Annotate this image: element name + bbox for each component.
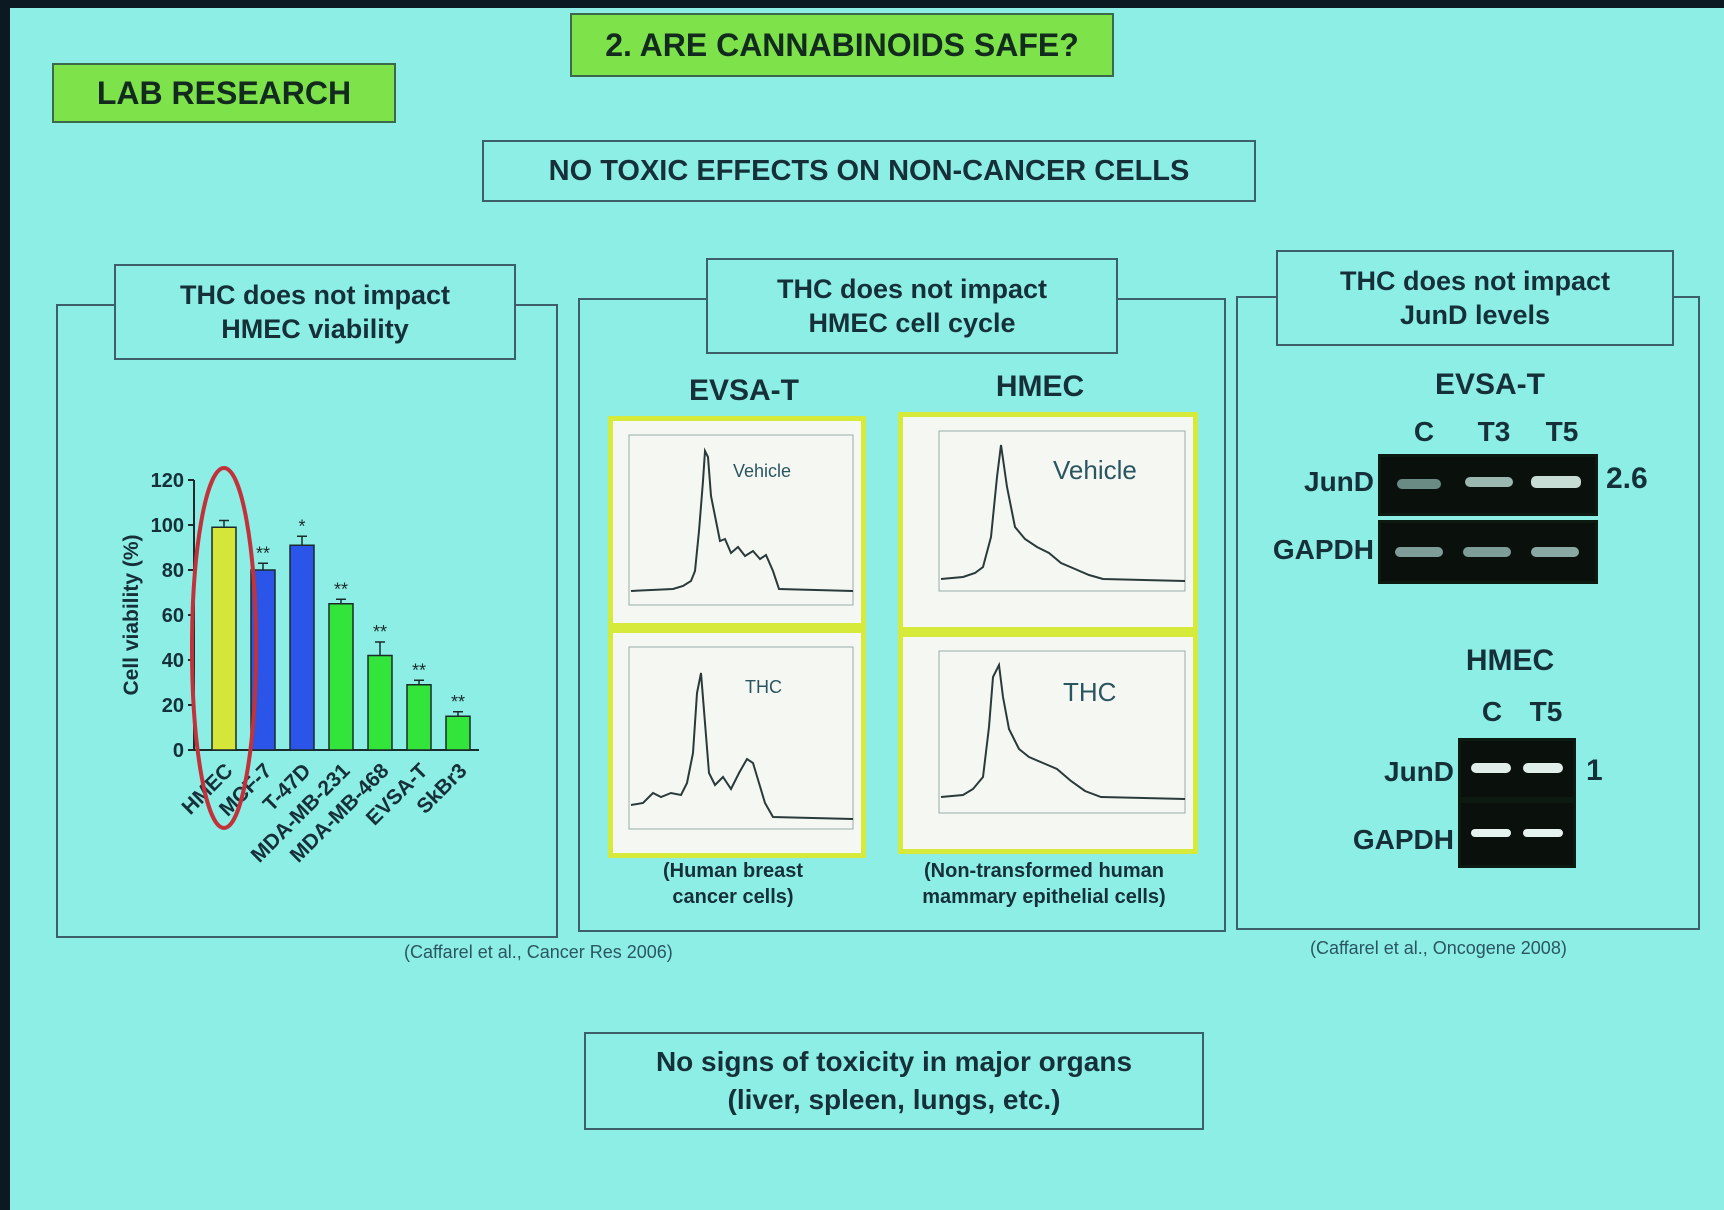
citation-right: (Caffarel et al., Oncogene 2008) bbox=[1310, 938, 1567, 958]
y-tick-label: 20 bbox=[162, 695, 184, 717]
bottom-note-line2: (liver, spleen, lungs, etc.) bbox=[727, 1084, 1061, 1115]
hmec-description-line1: (Non-transformed human bbox=[924, 860, 1164, 882]
jund-evsa-row-jund: JunD bbox=[1304, 466, 1374, 497]
jund-hmec-row-jund: JunD bbox=[1384, 756, 1454, 787]
y-tick-label: 0 bbox=[173, 740, 184, 762]
band bbox=[1471, 829, 1511, 837]
significance-marker: ** bbox=[451, 692, 465, 712]
band bbox=[1397, 479, 1441, 489]
lab-research-label: LAB RESEARCH bbox=[52, 63, 396, 123]
hmec-hist-title: HMEC bbox=[995, 370, 1085, 403]
cell-cycle-caption-line2: HMEC cell cycle bbox=[808, 308, 1016, 338]
hmec-thc-label: THC bbox=[1063, 677, 1117, 707]
jund-evsa-jund-blot bbox=[1378, 454, 1598, 516]
significance-marker: * bbox=[298, 516, 305, 536]
jund-evsa-lane-c: C bbox=[1413, 416, 1435, 447]
jund-hmec-lane-c: C bbox=[1481, 696, 1503, 727]
band bbox=[1463, 547, 1511, 557]
hmec-description: (Non-transformed human mammary epithelia… bbox=[886, 858, 1202, 910]
significance-marker: ** bbox=[256, 543, 270, 563]
slide-title: 2. ARE CANNABINOIDS SAFE? bbox=[570, 13, 1114, 77]
viability-caption-line2: HMEC viability bbox=[221, 314, 409, 344]
highlight-ellipse bbox=[190, 466, 258, 830]
y-axis-title: Cell viability (%) bbox=[120, 534, 143, 695]
band bbox=[1465, 477, 1513, 487]
band bbox=[1523, 763, 1563, 773]
band bbox=[1531, 476, 1581, 488]
bottom-note-line1: No signs of toxicity in major organs bbox=[655, 1046, 1133, 1077]
evsa-description-line1: (Human breast bbox=[662, 860, 804, 882]
bar-evsa-t bbox=[406, 684, 432, 751]
jund-hmec-jund-blot bbox=[1458, 738, 1576, 800]
significance-marker: ** bbox=[373, 622, 387, 642]
band bbox=[1531, 547, 1579, 557]
jund-hmec-title: HMEC bbox=[1465, 644, 1555, 677]
histogram-hmec-thc: THC bbox=[898, 632, 1198, 854]
slide: 2. ARE CANNABINOIDS SAFE? LAB RESEARCH N… bbox=[10, 8, 1724, 1210]
jund-hmec-lane-t5: T5 bbox=[1529, 696, 1563, 727]
evsa-description: (Human breast cancer cells) bbox=[610, 858, 856, 910]
jund-hmec-gapdh-blot bbox=[1458, 800, 1576, 868]
y-tick-label: 40 bbox=[162, 650, 184, 672]
jund-hmec-row-gapdh: GAPDH bbox=[1352, 824, 1454, 855]
bar-t-47d bbox=[289, 544, 315, 751]
jund-evsa-lane-t3: T3 bbox=[1477, 416, 1511, 447]
evsa-description-line2: cancer cells) bbox=[672, 886, 794, 908]
jund-evsa-row-gapdh: GAPDH bbox=[1272, 534, 1374, 565]
significance-marker: ** bbox=[334, 579, 348, 599]
y-tick-label: 80 bbox=[162, 560, 184, 582]
histogram-evsa-vehicle: Vehicle bbox=[608, 416, 866, 628]
evsa-thc-label: THC bbox=[745, 677, 782, 697]
jund-evsa-lane-t5: T5 bbox=[1545, 416, 1579, 447]
evsa-vehicle-label: Vehicle bbox=[733, 461, 792, 481]
y-tick-label: 60 bbox=[162, 605, 184, 627]
jund-caption: THC does not impact JunD levels bbox=[1276, 250, 1674, 346]
bottom-note: No signs of toxicity in major organs (li… bbox=[584, 1032, 1204, 1130]
bar-hmec bbox=[211, 526, 237, 751]
viability-caption: THC does not impact HMEC viability bbox=[114, 264, 516, 360]
subtitle-box: NO TOXIC EFFECTS ON NON-CANCER CELLS bbox=[482, 140, 1256, 202]
cell-cycle-caption-line1: THC does not impact bbox=[776, 274, 1047, 304]
band bbox=[1471, 763, 1511, 773]
evsa-hist-title: EVSA-T bbox=[688, 374, 799, 407]
cell-cycle-caption: THC does not impact HMEC cell cycle bbox=[706, 258, 1118, 354]
hmec-vehicle-label: Vehicle bbox=[1053, 455, 1137, 485]
bar-skbr3 bbox=[445, 715, 471, 751]
jund-evsa-title: EVSA-T bbox=[1434, 368, 1545, 401]
bar-mda-mb-468 bbox=[367, 654, 393, 751]
band bbox=[1523, 829, 1563, 837]
histogram-evsa-thc: THC bbox=[608, 628, 866, 858]
jund-evsa-fold-change: 2.6 bbox=[1606, 462, 1648, 495]
citation-left: (Caffarel et al., Cancer Res 2006) bbox=[404, 942, 673, 962]
jund-caption-line1: THC does not impact bbox=[1339, 266, 1610, 296]
y-tick-label: 100 bbox=[151, 515, 184, 537]
jund-hmec-fold-change: 1 bbox=[1586, 754, 1603, 787]
band bbox=[1395, 547, 1443, 557]
y-tick-label: 120 bbox=[151, 470, 184, 492]
viability-caption-line1: THC does not impact bbox=[179, 280, 450, 310]
bar-mda-mb-231 bbox=[328, 603, 354, 751]
jund-evsa-gapdh-blot bbox=[1378, 520, 1598, 584]
significance-marker: ** bbox=[412, 660, 426, 680]
jund-caption-line2: JunD levels bbox=[1399, 300, 1551, 330]
hmec-description-line2: mammary epithelial cells) bbox=[922, 886, 1166, 908]
histogram-hmec-vehicle: Vehicle bbox=[898, 412, 1198, 632]
